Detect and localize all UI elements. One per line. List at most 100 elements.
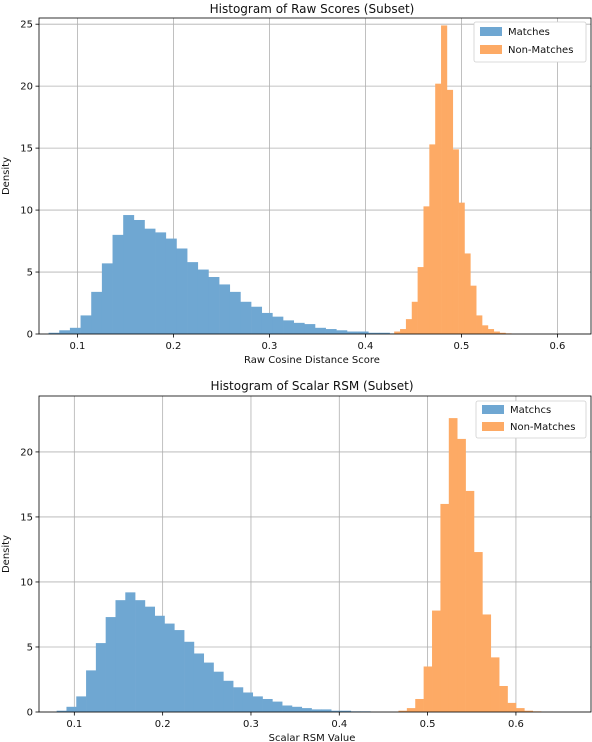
bar-matches	[112, 234, 124, 334]
y-tick-label: 5	[27, 268, 33, 279]
x-tick-label: 0.6	[508, 719, 524, 730]
bar-matches	[56, 710, 67, 712]
legend-swatch-matches	[482, 405, 504, 414]
bar-matches	[115, 600, 126, 712]
legend-label-matches: Matchcs	[510, 405, 551, 416]
x-axis-label: Raw Cosine Distance Score	[244, 355, 380, 366]
y-axis-label: Density	[1, 535, 12, 573]
bar-matches	[91, 291, 103, 334]
legend-label-nonmatches: Non-Matches	[508, 45, 573, 56]
x-tick-label: 0.1	[69, 341, 85, 352]
bar-nonmatches	[400, 329, 407, 334]
x-tick-label: 0.6	[549, 341, 565, 352]
bar-nonmatches	[458, 202, 465, 334]
x-tick-label: 0.2	[155, 719, 171, 730]
plot-frame	[38, 17, 592, 335]
bar-matches	[48, 332, 60, 334]
x-tick-label: 0.5	[453, 341, 469, 352]
bar-matches	[133, 219, 145, 334]
legend-swatch-matches	[480, 27, 502, 36]
bar-matches	[154, 615, 165, 712]
y-tick-label: 5	[27, 642, 33, 653]
bar-matches	[291, 706, 303, 712]
legend-swatch-nonmatches	[482, 422, 504, 431]
bar-nonmatches	[448, 418, 458, 712]
bar-nonmatches	[476, 315, 483, 334]
bar-matches	[101, 263, 113, 334]
x-tick-label: 0.3	[261, 341, 277, 352]
plot-frame	[38, 395, 592, 713]
bar-matches	[336, 330, 348, 334]
x-tick-label: 0.1	[66, 719, 82, 730]
bar-matches	[252, 696, 263, 712]
bar-matches	[378, 332, 390, 334]
bar-matches	[208, 276, 220, 334]
bar-matches	[229, 291, 241, 334]
y-tick-label: 10	[20, 577, 33, 588]
bar-matches	[123, 215, 135, 334]
bar-matches	[219, 284, 231, 334]
bar-nonmatches	[394, 331, 401, 334]
bar-matches	[282, 705, 293, 712]
raw-scores-histogram: Histogram of Raw Scores (Subset) 0.1 0.2 0…	[1, 2, 592, 366]
y-tick-label: 20	[20, 82, 33, 93]
bar-matches	[283, 320, 294, 334]
x-tick-label: 0.4	[331, 719, 347, 730]
x-tick-label: 0.3	[243, 719, 259, 730]
bar-nonmatches	[465, 490, 475, 712]
bar-matches	[86, 670, 97, 712]
bar-nonmatches	[435, 83, 442, 334]
bar-matches	[66, 706, 77, 712]
bar-matches	[165, 238, 177, 334]
y-tick-label: 15	[20, 512, 33, 523]
bar-nonmatches	[524, 710, 534, 712]
bar-matches	[125, 592, 136, 712]
legend: Matchcs Non-Matches	[475, 400, 587, 439]
bar-matches	[311, 709, 322, 712]
bar-nonmatches	[507, 702, 517, 712]
y-axis-label: Density	[1, 157, 12, 195]
bar-matches	[293, 322, 305, 334]
bar-matches	[164, 623, 175, 712]
bar-matches	[155, 232, 167, 334]
bar-matches	[105, 617, 116, 712]
bar-nonmatches	[415, 698, 424, 712]
bar-nonmatches	[493, 331, 500, 334]
bar-nonmatches	[482, 325, 489, 334]
bar-nonmatches	[406, 708, 416, 712]
bar-matches	[76, 696, 87, 712]
bar-nonmatches	[473, 552, 483, 712]
bar-matches	[176, 248, 188, 334]
bar-nonmatches	[423, 666, 433, 712]
chart-title: Histogram of Scalar RSM (Subset)	[210, 379, 413, 393]
bar-nonmatches	[457, 438, 466, 712]
bar-matches	[346, 331, 358, 334]
bar-matches	[251, 306, 263, 334]
bar-matches	[340, 710, 352, 712]
bar-matches	[321, 709, 332, 712]
bar-matches	[135, 600, 146, 712]
bar-matches	[368, 332, 380, 334]
bar-matches	[261, 312, 273, 334]
bar-matches	[304, 324, 316, 334]
bar-nonmatches	[398, 710, 408, 712]
bar-matches	[187, 262, 199, 334]
bar-nonmatches	[515, 708, 525, 712]
bar-matches	[69, 327, 81, 334]
bar-nonmatches	[441, 25, 448, 334]
bar-matches	[95, 643, 106, 712]
chart-title: Histogram of Raw Scores (Subset)	[210, 2, 415, 16]
bar-nonmatches	[499, 332, 506, 334]
bar-matches	[301, 708, 312, 712]
bar-matches	[59, 330, 71, 334]
bar-nonmatches	[452, 149, 459, 334]
bar-matches	[315, 327, 326, 334]
x-axis-label: Scalar RSM Value	[269, 733, 356, 742]
bar-nonmatches	[490, 657, 500, 712]
legend-swatch-nonmatches	[480, 45, 502, 54]
bar-matches	[144, 228, 156, 334]
bar-matches	[197, 269, 209, 334]
y-tick-label: 25	[20, 20, 33, 31]
bar-matches	[233, 687, 244, 712]
bar-nonmatches	[487, 329, 495, 334]
